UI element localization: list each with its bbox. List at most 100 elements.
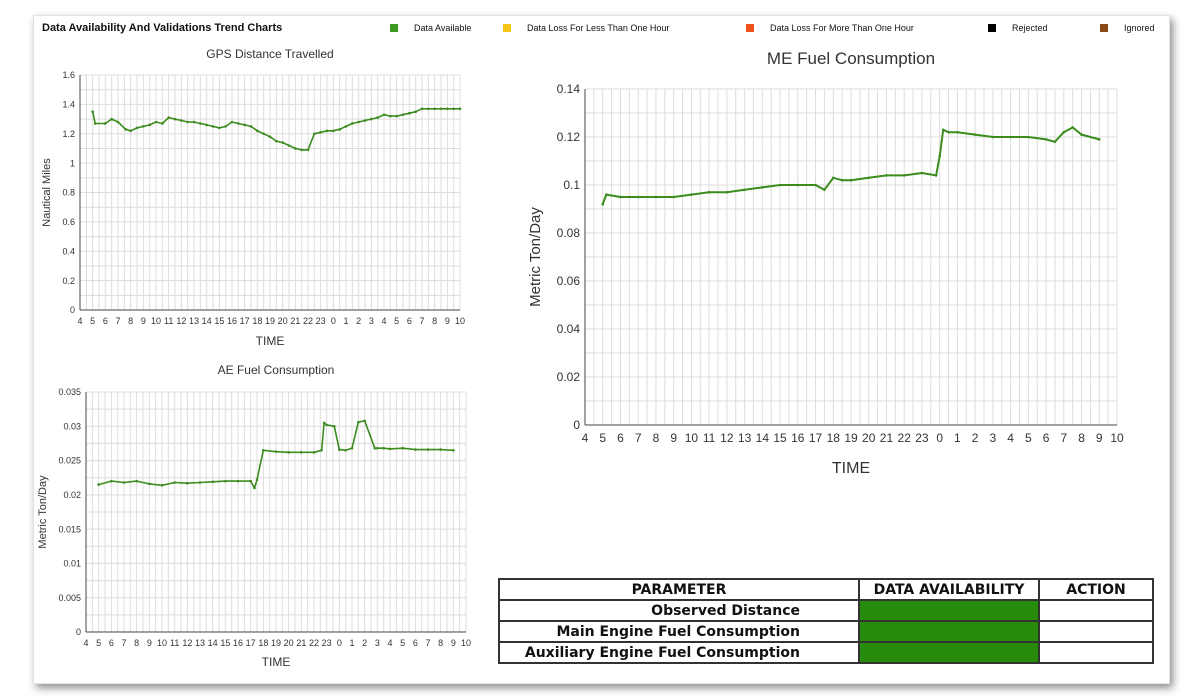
y-tick-label: 0.4 (62, 246, 75, 256)
x-tick-label: 8 (432, 316, 437, 326)
x-tick-label: 17 (240, 316, 250, 326)
data-point (236, 479, 240, 483)
parameter-cell: Auxiliary Engine Fuel Consumption (498, 641, 860, 664)
data-point (167, 116, 170, 119)
header-parameter: PARAMETER (498, 578, 860, 601)
x-tick-label: 5 (400, 638, 405, 648)
data-point (357, 120, 360, 124)
x-tick-label: 16 (791, 431, 805, 445)
x-tick-label: 22 (303, 316, 313, 326)
page-title: Data Availability And Validations Trend … (42, 22, 283, 34)
x-tick-label: 7 (425, 638, 430, 648)
data-availability-cell (858, 641, 1040, 664)
data-point (300, 148, 303, 152)
x-tick-label: 9 (670, 431, 677, 445)
data-point (281, 141, 284, 144)
data-point (322, 421, 326, 425)
data-loss-short-swatch (503, 24, 511, 32)
y-tick-label: 0.12 (557, 130, 581, 144)
data-point (938, 154, 941, 158)
data-point (382, 113, 386, 116)
chart-title: GPS Distance Travelled (206, 47, 333, 61)
x-tick-label: 4 (582, 431, 589, 445)
x-tick-label: 6 (109, 638, 114, 648)
data-point (344, 448, 347, 452)
data-point (91, 110, 94, 114)
data-point (243, 123, 246, 127)
action-cell[interactable] (1038, 599, 1154, 622)
data-point (344, 125, 348, 128)
data-point (426, 448, 430, 451)
data-point (306, 148, 310, 152)
data-point (173, 117, 177, 121)
data-point (947, 130, 950, 134)
data-point (446, 107, 449, 111)
data-point (338, 448, 341, 451)
y-tick-label: 0 (76, 627, 81, 637)
x-tick-label: 5 (599, 431, 606, 445)
data-point (199, 122, 202, 125)
x-tick-label: 10 (157, 638, 167, 648)
data-point (110, 479, 113, 483)
data-point (332, 424, 336, 428)
x-tick-label: 20 (284, 638, 294, 648)
chart-title: AE Fuel Consumption (218, 363, 335, 377)
x-tick-label: 10 (685, 431, 699, 445)
data-point (902, 174, 906, 177)
data-point (357, 420, 360, 424)
data-point (104, 122, 107, 125)
x-tick-label: 7 (419, 316, 424, 326)
data-point (93, 122, 97, 125)
data-point (122, 481, 126, 484)
x-tick-label: 11 (170, 638, 179, 648)
x-tick-label: 8 (134, 638, 139, 648)
data-point (956, 130, 959, 134)
data-point (867, 176, 871, 180)
data-point (414, 448, 417, 451)
x-tick-label: 13 (195, 638, 205, 648)
y-tick-label: 1.4 (62, 100, 75, 110)
data-point (831, 176, 835, 180)
data-point (351, 122, 354, 125)
x-tick-label: 2 (362, 638, 367, 648)
y-tick-label: 0.14 (557, 82, 581, 96)
x-tick-label: 18 (258, 638, 268, 648)
legend-label: Data Loss For Less Than One Hour (527, 23, 670, 33)
x-tick-label: 5 (1025, 431, 1032, 445)
data-point (388, 447, 392, 451)
y-tick-label: 0.03 (63, 421, 81, 431)
data-point (376, 446, 379, 450)
data-point (262, 132, 265, 136)
x-tick-label: 12 (176, 316, 186, 326)
action-cell[interactable] (1038, 641, 1154, 664)
data-point (268, 135, 272, 138)
data-point (823, 188, 826, 192)
y-tick-label: 0.02 (63, 490, 81, 500)
x-tick-label: 9 (1096, 431, 1103, 445)
action-cell[interactable] (1038, 620, 1154, 643)
data-point (198, 481, 202, 484)
data-point (350, 446, 354, 450)
y-tick-label: 1 (70, 158, 75, 168)
data-point (885, 174, 888, 177)
data-point (778, 183, 782, 187)
data-point (255, 478, 259, 482)
data-point (796, 183, 800, 187)
x-tick-label: 4 (387, 638, 392, 648)
data-point (458, 107, 462, 111)
x-tick-label: 18 (252, 316, 262, 326)
legend-item-data-loss-long: Data Loss For More Than One Hour (746, 23, 914, 33)
data-point (300, 451, 303, 454)
data-point (287, 451, 290, 454)
data-point (1027, 135, 1030, 139)
data-point (934, 174, 938, 177)
legend-label: Rejected (1012, 23, 1048, 33)
data-loss-long-swatch (746, 24, 754, 32)
data-point (154, 120, 158, 124)
x-tick-label: 10 (455, 316, 465, 326)
y-tick-label: 0.025 (58, 456, 81, 466)
y-tick-label: 0.035 (58, 387, 81, 397)
data-point (743, 188, 746, 192)
